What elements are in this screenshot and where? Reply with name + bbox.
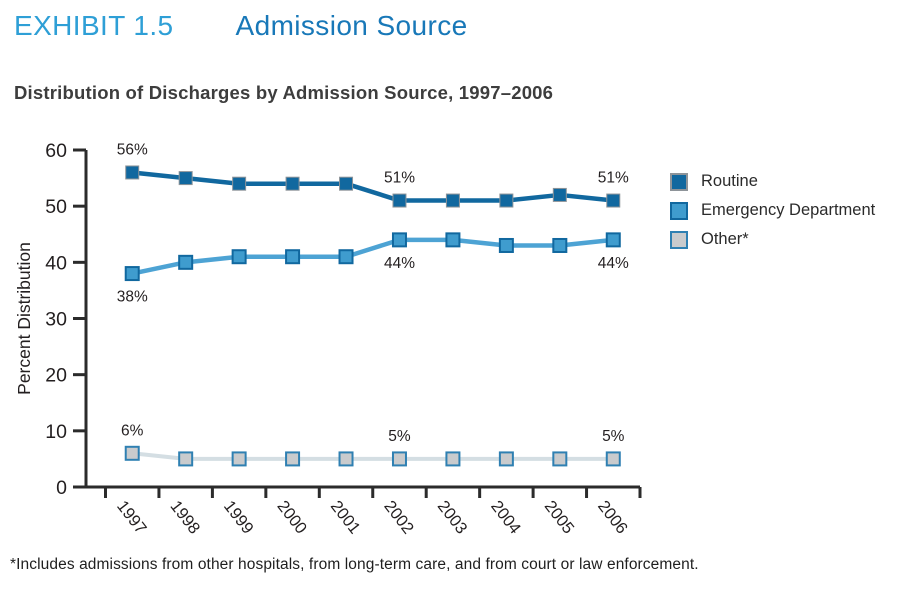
x-axis-year-label: 1998 bbox=[167, 497, 204, 537]
y-axis-title: Percent Distribution bbox=[14, 242, 34, 395]
data-point-marker bbox=[339, 176, 354, 191]
data-point-marker bbox=[178, 254, 194, 270]
data-point-marker bbox=[231, 451, 247, 467]
legend-label: Emergency Department bbox=[701, 201, 876, 219]
y-axis-tick-label: 0 bbox=[56, 477, 67, 499]
footnote: *Includes admissions from other hospital… bbox=[10, 556, 699, 573]
data-point-marker bbox=[124, 266, 140, 282]
data-point-marker bbox=[605, 232, 621, 248]
data-point-marker bbox=[124, 445, 140, 461]
data-point-marker bbox=[605, 451, 621, 467]
data-point-label: 44% bbox=[598, 255, 629, 272]
data-point-marker bbox=[392, 193, 407, 208]
y-axis-tick-label: 60 bbox=[45, 140, 67, 162]
page-title: Admission Source bbox=[235, 10, 468, 41]
legend-item-routine: Routine bbox=[670, 172, 875, 191]
data-point-marker bbox=[606, 193, 621, 208]
data-point-marker bbox=[285, 249, 301, 265]
legend-label: Other* bbox=[701, 230, 749, 248]
y-axis-tick-label: 40 bbox=[45, 252, 67, 274]
x-axis-year-label: 2002 bbox=[380, 497, 417, 537]
data-point-marker bbox=[338, 451, 354, 467]
x-axis-year-label: 2004 bbox=[487, 497, 524, 537]
data-point-marker bbox=[498, 451, 514, 467]
data-point-marker bbox=[231, 249, 247, 265]
data-point-label: 5% bbox=[602, 428, 625, 445]
other-swatch-icon bbox=[670, 230, 688, 249]
data-point-marker bbox=[552, 451, 568, 467]
data-point-marker bbox=[445, 451, 461, 467]
y-axis-tick-label: 50 bbox=[45, 196, 67, 218]
data-point-marker bbox=[552, 237, 568, 253]
x-axis-year-label: 2001 bbox=[327, 497, 364, 537]
data-point-label: 6% bbox=[121, 422, 144, 439]
series-line-1 bbox=[129, 237, 616, 276]
x-axis-year-label: 2000 bbox=[273, 497, 310, 537]
x-axis-year-label: 2006 bbox=[594, 497, 631, 537]
data-point-label: 44% bbox=[384, 255, 415, 272]
routine-swatch-icon bbox=[670, 172, 688, 191]
legend-item-other: Other* bbox=[670, 230, 875, 249]
data-point-label: 56% bbox=[117, 141, 148, 158]
x-axis-year-label: 1999 bbox=[220, 497, 257, 537]
y-axis-tick-label: 20 bbox=[45, 365, 67, 387]
data-point-label: 38% bbox=[117, 289, 148, 306]
data-point-marker bbox=[338, 249, 354, 265]
admission-source-line-chart: 0 10 20 30 40 50 60 1997 1998 1999 2000 2001 2002 200… bbox=[14, 140, 642, 537]
data-point-label: 51% bbox=[598, 170, 629, 187]
data-point-marker bbox=[499, 193, 514, 208]
data-point-marker bbox=[285, 176, 300, 191]
data-point-marker bbox=[285, 451, 301, 467]
data-point-label: 51% bbox=[384, 170, 415, 187]
y-axis-tick-label: 30 bbox=[45, 309, 67, 331]
data-point-label: 5% bbox=[388, 428, 411, 445]
emergency-department-swatch-icon bbox=[670, 201, 688, 220]
data-point-marker bbox=[445, 193, 460, 208]
data-point-marker bbox=[232, 176, 247, 191]
legend-item-emergency-department: Emergency Department bbox=[670, 201, 875, 220]
series-line-0 bbox=[129, 170, 616, 203]
x-axis-year-label: 1997 bbox=[113, 497, 150, 537]
data-point-marker bbox=[125, 165, 140, 180]
x-axis-year-label: 2005 bbox=[541, 497, 578, 537]
chart-legend: Routine Emergency Department Other* bbox=[670, 172, 875, 249]
y-axis-tick-label: 10 bbox=[45, 421, 67, 443]
legend-label: Routine bbox=[701, 172, 758, 190]
data-point-marker bbox=[552, 187, 567, 202]
data-point-marker bbox=[391, 232, 407, 248]
chart-subtitle: Distribution of Discharges by Admission … bbox=[14, 82, 554, 103]
data-point-marker bbox=[498, 237, 514, 253]
data-point-marker bbox=[445, 232, 461, 248]
series-line-2 bbox=[130, 451, 616, 461]
exhibit-header: EXHIBIT 1.5 Admission Source bbox=[14, 10, 468, 42]
data-point-marker bbox=[178, 451, 194, 467]
data-point-marker bbox=[391, 451, 407, 467]
x-axis-year-label: 2003 bbox=[434, 497, 471, 537]
exhibit-number: EXHIBIT 1.5 bbox=[14, 10, 174, 41]
data-point-marker bbox=[178, 171, 193, 186]
